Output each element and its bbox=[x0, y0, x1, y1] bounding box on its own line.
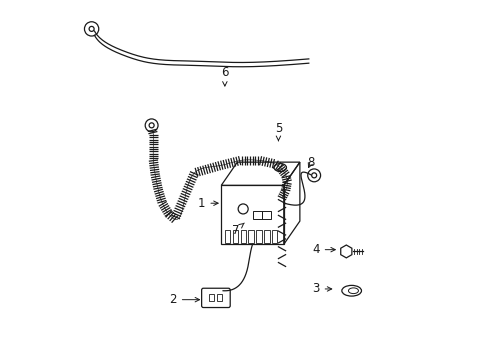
Bar bbox=[216, 294, 222, 301]
Bar bbox=[224, 230, 230, 243]
Text: 6: 6 bbox=[221, 66, 228, 86]
Bar bbox=[271, 230, 277, 243]
Text: 8: 8 bbox=[306, 156, 314, 169]
Text: 2: 2 bbox=[169, 293, 199, 306]
Bar bbox=[240, 230, 245, 243]
Bar bbox=[262, 211, 270, 219]
Text: 3: 3 bbox=[312, 283, 331, 296]
Bar bbox=[208, 294, 214, 301]
Bar bbox=[221, 185, 283, 244]
Text: 1: 1 bbox=[198, 197, 218, 210]
Text: 4: 4 bbox=[311, 243, 335, 256]
Bar bbox=[256, 230, 261, 243]
Text: 5: 5 bbox=[274, 122, 282, 141]
Bar bbox=[232, 230, 238, 243]
Bar bbox=[248, 230, 253, 243]
Bar bbox=[264, 230, 269, 243]
Text: 7: 7 bbox=[231, 223, 244, 237]
Bar bbox=[253, 211, 261, 219]
